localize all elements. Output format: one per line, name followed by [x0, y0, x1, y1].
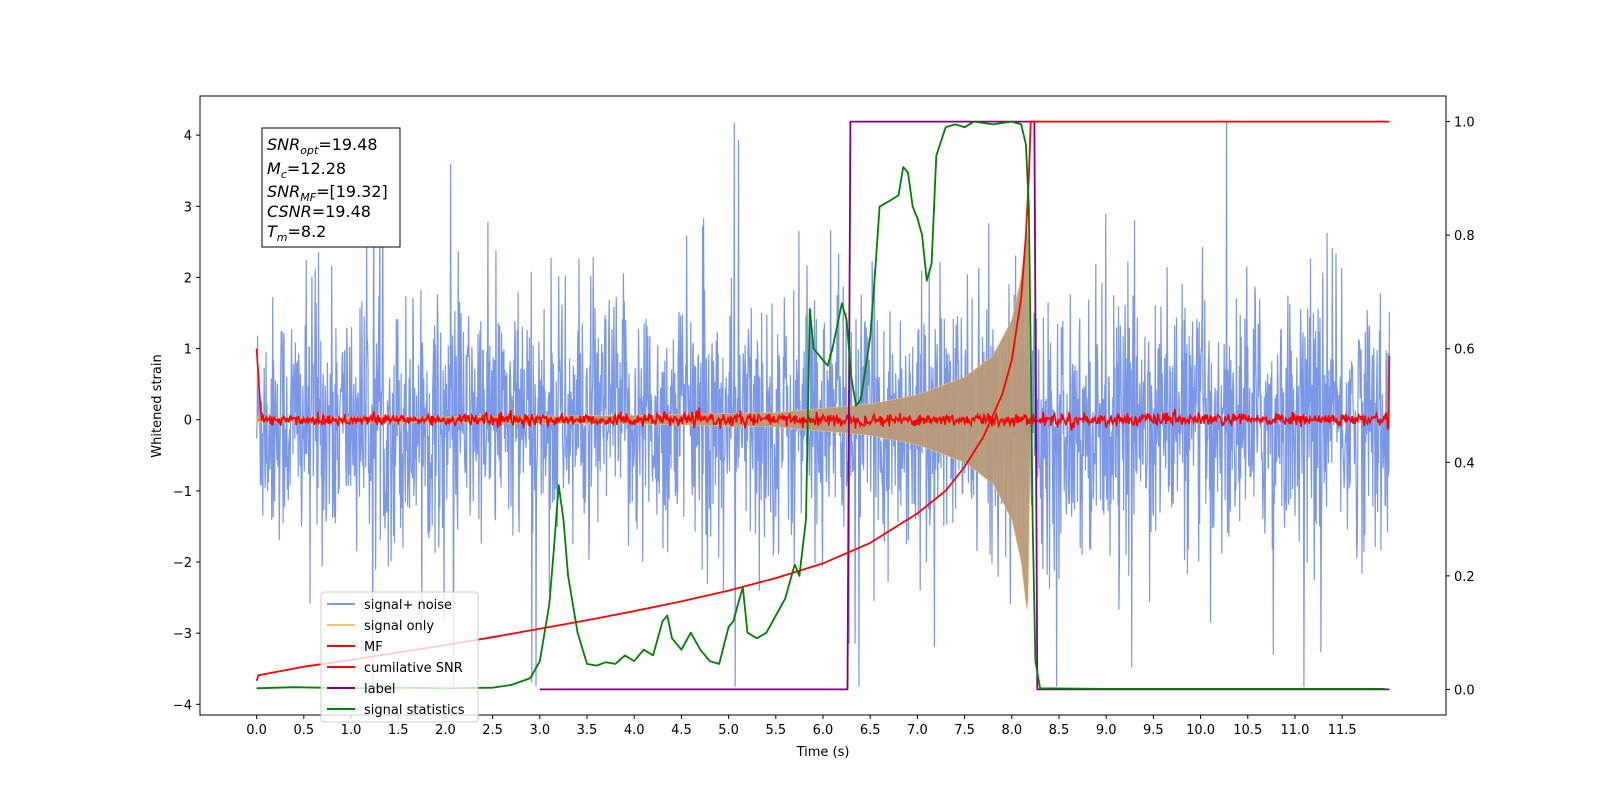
legend-item-cumulative-snr: cumilative SNR — [327, 661, 463, 676]
annotation-csnr: CSNR=19.48 — [267, 202, 371, 221]
legend-item-signal-only: signal only — [327, 619, 434, 634]
x-tick-label: 8.0 — [1001, 723, 1022, 738]
series-signal-statistics — [256, 120, 1385, 690]
x-tick-label: 9.5 — [1143, 723, 1164, 738]
svg-text:signal statistics: signal statistics — [364, 703, 465, 718]
annotation-snr-mf: SNRMF=[19.32] — [267, 182, 388, 204]
y-tick-label: −3 — [173, 627, 192, 642]
y2-tick-label: 0.6 — [1454, 343, 1475, 358]
x-tick-label: 10.5 — [1233, 723, 1262, 738]
x-tick-label: 1.5 — [388, 723, 409, 738]
x-tick-label: 6.5 — [860, 723, 881, 738]
svg-text:signal only: signal only — [364, 619, 434, 634]
y-tick-label: 2 — [184, 271, 192, 286]
x-tick-label: 11.0 — [1280, 723, 1309, 738]
x-axis-label: Time (s) — [796, 745, 850, 760]
series-signal-noise — [256, 122, 1390, 687]
legend-item-label: label — [327, 682, 395, 697]
y-tick-label: 1 — [184, 343, 192, 358]
x-tick-label: 1.0 — [341, 723, 362, 738]
x-tick-label: 4.0 — [624, 723, 645, 738]
x-tick-label: 2.5 — [482, 723, 503, 738]
x-tick-label: 5.0 — [718, 723, 739, 738]
legend-frame — [320, 591, 479, 723]
x-axis: 0.0 0.5 1.0 1.5 2.0 2.5 3.0 3.5 4.0 4.5 5.0 5.5 6.0 6… — [246, 715, 1357, 738]
y-tick-label: 0 — [184, 414, 192, 429]
y-axis-left: −4 −3 −2 −1 0 1 2 3 4 — [173, 129, 200, 713]
svg-text:MF: MF — [364, 640, 383, 655]
x-tick-label: 0.0 — [246, 723, 267, 738]
y2-tick-label: 0.4 — [1454, 456, 1475, 471]
y-axis-label: Whitened strain — [150, 354, 165, 457]
legend-item-mf: MF — [327, 640, 383, 655]
legend-item-signal-noise: signal+ noise — [327, 598, 452, 613]
y-tick-label: −4 — [173, 698, 192, 713]
annotation-mc: Mc=12.28 — [267, 159, 346, 181]
y-tick-label: 3 — [184, 200, 192, 215]
x-tick-label: 8.5 — [1049, 723, 1070, 738]
x-tick-label: 7.0 — [907, 723, 928, 738]
x-tick-label: 0.5 — [293, 723, 314, 738]
y2-tick-label: 1.0 — [1454, 116, 1475, 131]
annotation-box: SNRopt=19.48 Mc=12.28 SNRMF=[19.32] CSNR… — [261, 127, 401, 248]
annotation-snr-opt: SNRopt=19.48 — [267, 135, 378, 157]
x-tick-label: 9.0 — [1096, 723, 1117, 738]
x-tick-label: 2.0 — [435, 723, 456, 738]
svg-text:cumilative SNR: cumilative SNR — [364, 661, 463, 676]
series-mf — [255, 348, 1391, 431]
legend-item-signal-statistics: signal statistics — [327, 703, 465, 718]
x-tick-label: 7.5 — [954, 723, 975, 738]
x-tick-label: 10.0 — [1186, 723, 1215, 738]
y-tick-label: −1 — [173, 485, 192, 500]
y-tick-label: 4 — [184, 129, 192, 144]
svg-text:label: label — [364, 682, 395, 697]
y-tick-label: −2 — [173, 556, 192, 571]
y-axis-right: 0.0 0.2 0.4 0.6 0.8 1.0 — [1446, 116, 1475, 698]
x-tick-label: 3.5 — [577, 723, 598, 738]
x-tick-label: 6.0 — [813, 723, 834, 738]
x-tick-label: 5.5 — [765, 723, 786, 738]
svg-text:signal+ noise: signal+ noise — [364, 598, 452, 613]
x-tick-label: 4.5 — [671, 723, 692, 738]
annotation-tm: Tm=8.2 — [267, 222, 326, 244]
x-tick-label: 3.0 — [529, 723, 550, 738]
legend: signal+ noise signal only MF cumilative … — [320, 591, 479, 723]
x-tick-label: 11.5 — [1328, 723, 1357, 738]
y2-tick-label: 0.2 — [1454, 570, 1475, 585]
y2-tick-label: 0.8 — [1454, 229, 1475, 244]
y2-tick-label: 0.0 — [1454, 683, 1475, 698]
